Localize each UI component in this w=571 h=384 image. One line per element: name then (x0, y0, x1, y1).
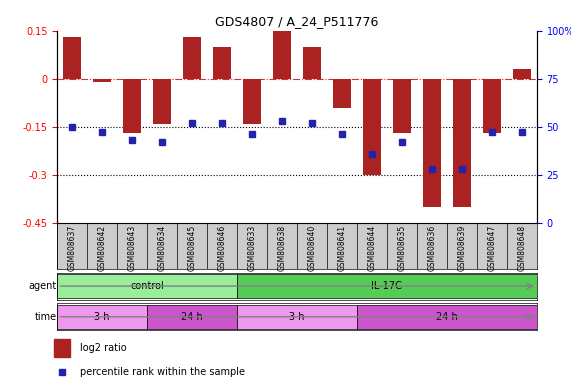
Text: GSM808645: GSM808645 (187, 225, 196, 271)
Text: GSM808641: GSM808641 (337, 225, 347, 271)
Text: 24 h: 24 h (436, 312, 458, 322)
Text: 3 h: 3 h (289, 312, 305, 322)
Text: 24 h: 24 h (181, 312, 203, 322)
FancyBboxPatch shape (147, 305, 237, 329)
Bar (93, 79, 111, 82)
Text: agent: agent (28, 281, 57, 291)
Text: GSM808646: GSM808646 (218, 225, 227, 271)
FancyBboxPatch shape (57, 305, 147, 329)
Text: GSM808640: GSM808640 (307, 225, 316, 271)
Bar (513, 69, 531, 79)
Bar (213, 47, 231, 79)
Text: GSM808636: GSM808636 (427, 225, 436, 271)
Text: time: time (34, 312, 57, 322)
Text: control: control (130, 281, 164, 291)
Bar (54, 339, 70, 356)
FancyBboxPatch shape (57, 274, 237, 298)
Bar (183, 37, 201, 79)
Text: IL-17C: IL-17C (371, 281, 403, 291)
Text: GSM808637: GSM808637 (67, 225, 77, 271)
Bar (123, 79, 141, 133)
FancyBboxPatch shape (357, 305, 537, 329)
FancyBboxPatch shape (237, 305, 357, 329)
Text: GSM808643: GSM808643 (127, 225, 136, 271)
Text: GSM808638: GSM808638 (278, 225, 287, 271)
Bar (453, 79, 471, 207)
Text: GSM808633: GSM808633 (247, 225, 256, 271)
Bar (243, 79, 261, 124)
Bar (393, 79, 411, 133)
Bar (423, 79, 441, 207)
Bar (482, 79, 501, 133)
Text: GSM808644: GSM808644 (367, 225, 376, 271)
Text: GSM808642: GSM808642 (98, 225, 107, 271)
Bar (273, 31, 291, 79)
Text: log2 ratio: log2 ratio (80, 343, 127, 353)
Text: percentile rank within the sample: percentile rank within the sample (80, 366, 245, 377)
Text: GSM808648: GSM808648 (517, 225, 526, 271)
Bar (153, 79, 171, 124)
FancyBboxPatch shape (237, 274, 537, 298)
Bar (333, 79, 351, 108)
Text: GSM808647: GSM808647 (487, 225, 496, 271)
Bar (303, 47, 321, 79)
Bar (363, 79, 381, 175)
Text: GSM808634: GSM808634 (158, 225, 167, 271)
Bar (63, 37, 81, 79)
Text: GSM808639: GSM808639 (457, 225, 467, 271)
Text: GSM808635: GSM808635 (397, 225, 407, 271)
Title: GDS4807 / A_24_P511776: GDS4807 / A_24_P511776 (215, 15, 379, 28)
Text: 3 h: 3 h (94, 312, 110, 322)
